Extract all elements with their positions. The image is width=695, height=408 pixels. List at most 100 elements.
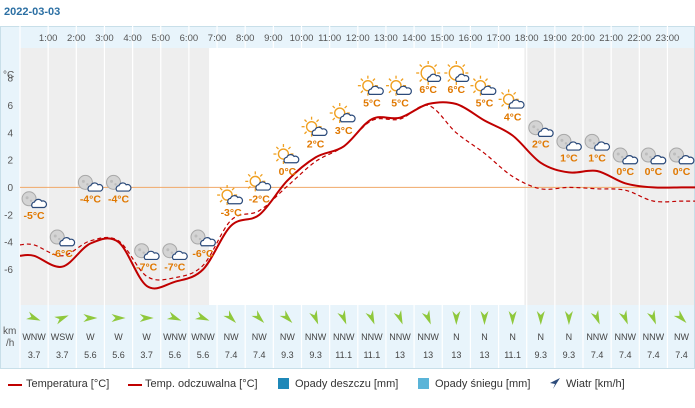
hour-label: 15:00 [430, 33, 454, 44]
wind-unit-km: km [3, 326, 16, 337]
wind-direction: NW [252, 332, 267, 342]
sun-icon [416, 61, 442, 86]
wind-arrow-icon [365, 310, 375, 325]
legend-wind-label: Wiatr [km/h] [566, 378, 625, 390]
hour-label: 23:00 [656, 33, 680, 44]
wind-speed: 7.4 [591, 350, 604, 360]
legend-temperature-label: Temperatura [°C] [26, 378, 110, 390]
wind-direction: WNW [163, 332, 187, 342]
hour-label: 8:00 [236, 33, 255, 44]
cloud-shape [622, 155, 639, 165]
wind-arrow-icon [590, 310, 600, 325]
sun-cloud-icon [217, 185, 244, 206]
temperature-label: 2°C [307, 139, 325, 151]
temperature-label: 6°C [448, 84, 466, 96]
cloud-shape [115, 182, 132, 192]
wind-speed: 3.7 [140, 350, 153, 360]
wind-speed: 7.4 [225, 350, 238, 360]
cloud-shape [339, 113, 356, 123]
moon-cloud-icon [584, 133, 610, 151]
wind-direction: W [86, 332, 95, 342]
wind-speed: 11.1 [335, 350, 352, 360]
wind-legend-icon [550, 378, 560, 389]
wind-speed: 7.4 [647, 350, 660, 360]
wind-speed: 11.1 [504, 350, 521, 360]
wind-arrow-icon [309, 310, 319, 325]
wind-arrow-icon [194, 311, 210, 321]
temperature-label: -4°C [80, 193, 102, 205]
y-tick-label: 4 [7, 128, 13, 139]
moon-cloud-icon [190, 229, 216, 247]
wind-unit-h: /h [6, 338, 14, 349]
cloud-shape [565, 141, 582, 151]
sun-cloud-icon [273, 144, 300, 165]
wind-speed: 13 [395, 350, 405, 360]
hour-label: 12:00 [346, 33, 370, 44]
wind-direction: N [481, 332, 488, 342]
temperature-label: -6°C [192, 248, 214, 260]
wind-speed: 9.3 [535, 350, 548, 360]
wind-arrow-icon [618, 310, 628, 325]
hour-label: 7:00 [208, 33, 227, 44]
temperature-label: -2°C [249, 193, 271, 205]
moon-cloud-icon [77, 174, 104, 192]
wind-arrow-icon [279, 310, 293, 323]
temperature-label: 0°C [616, 166, 634, 178]
wind-arrow-icon [536, 311, 545, 325]
cloud-shape [200, 237, 216, 247]
legend-snow-swatch [418, 378, 429, 389]
moon-cloud-icon [640, 147, 667, 165]
legend-rain-label: Opady deszczu [mm] [295, 378, 399, 390]
wind-arrow-icon [508, 311, 517, 325]
weather-icons: -5°C -6°C -4°C -4°C -7°C -7°C -6°C -3°C -2°C 0°C 2… [21, 61, 695, 274]
sun-shape [498, 89, 519, 110]
cloud-shape [31, 198, 47, 209]
cloud-shape [311, 126, 328, 136]
hour-label: 14:00 [402, 33, 426, 44]
wind-direction: NW [674, 332, 689, 342]
wind-direction: NNW [361, 332, 383, 342]
moon-cloud-icon [612, 147, 639, 165]
moon-cloud-icon [134, 243, 160, 261]
temperature-label: -5°C [24, 210, 46, 222]
temperature-label: 0°C [645, 166, 663, 178]
wind-direction: NW [280, 332, 295, 342]
wind-speed: 5.6 [112, 350, 125, 360]
sun-cloud-icon [470, 75, 497, 96]
wind-direction: N [566, 332, 573, 342]
wind-direction: N [509, 332, 516, 342]
cloud-shape [227, 195, 244, 205]
wind-speed: 3.7 [56, 350, 69, 360]
cloud-shape [255, 181, 272, 191]
wind-direction: NNW [643, 332, 665, 342]
legend-temperature-swatch [8, 384, 22, 386]
temperature-label: -7°C [136, 262, 158, 274]
temperature-label: -7°C [164, 262, 186, 274]
hour-label: 20:00 [571, 33, 595, 44]
hour-label: 1:00 [39, 33, 58, 44]
sun-cloud-icon [245, 171, 272, 192]
cloud-shape [283, 154, 300, 164]
y-tick-label: -4 [4, 238, 13, 249]
wind-speed: 13 [479, 350, 489, 360]
wind-speed: 3.7 [28, 350, 41, 360]
cloud-shape [87, 182, 104, 192]
hour-label: 11:00 [318, 33, 341, 44]
axis-background [0, 26, 20, 368]
cloud-shape [367, 85, 384, 95]
temperature-label: 5°C [363, 98, 381, 110]
cloud-shape [480, 85, 497, 95]
wind-arrow-icon [673, 310, 687, 323]
wind-arrow-icon [83, 314, 98, 322]
wind-direction: NNW [614, 332, 636, 342]
cloud-shape [537, 127, 554, 137]
sun-shape [301, 116, 322, 137]
wind-row: WNW 3.7 WSW 3.7 W 5.6 W 5.6 W 3.7 WNW 5.6 WNW 5.6 NW 7.… [22, 310, 690, 360]
wind-speed: 5.6 [197, 350, 210, 360]
y-axis-unit: °C [3, 70, 14, 81]
sun-cloud-icon [498, 89, 525, 110]
wind-direction: NNW [305, 332, 327, 342]
cloud-shape [455, 73, 470, 83]
hour-label: 2:00 [67, 33, 86, 44]
